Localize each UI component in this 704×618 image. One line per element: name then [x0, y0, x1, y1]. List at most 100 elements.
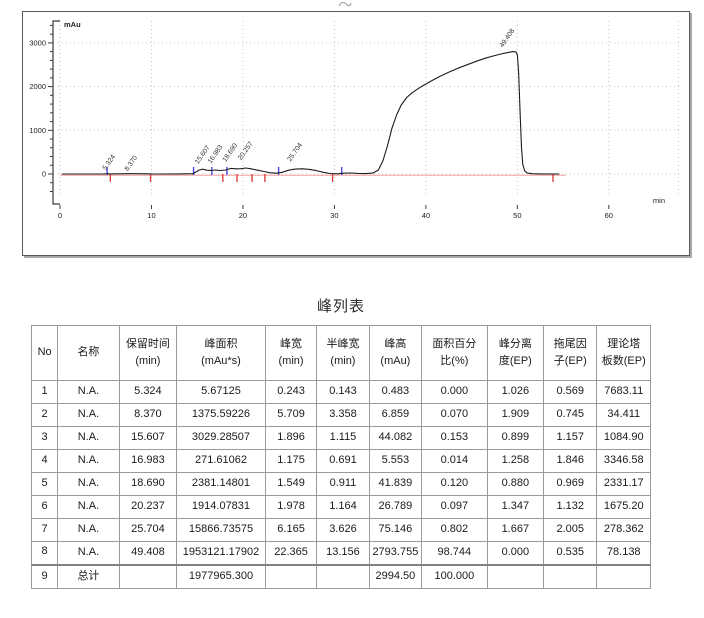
- peak-table-cell: 2331.17: [596, 472, 651, 496]
- peak-table-cell: 0.097: [421, 495, 488, 519]
- peak-table-cell: 3346.58: [596, 449, 651, 473]
- peak-table-cell: 1.347: [486, 495, 545, 519]
- peak-table-cell: 5.553: [368, 449, 423, 473]
- peak-table-row: 3 N.A. 15.607 3029.28507 1.896 1.115 44.082 0.1…: [30, 426, 651, 450]
- peak-table-cell: 0.802: [421, 518, 488, 542]
- peak-table-row: 4 N.A. 16.983 271.61062 1.175 0.691 5.553 0.014…: [30, 449, 651, 473]
- peak-table-cell: 1.549: [264, 472, 318, 496]
- peak-table-cell: N.A.: [57, 541, 120, 566]
- peak-table-cell: 1914.07831: [176, 495, 266, 519]
- peak-table-cell: 9: [30, 564, 59, 589]
- y-tick-label: 2000: [29, 82, 46, 91]
- peak-rt-label: 49.408: [499, 28, 517, 49]
- peak-table-cell: 271.61062: [176, 449, 266, 473]
- peak-table-cell: 1: [30, 380, 59, 404]
- x-axis-unit-label: min: [653, 196, 665, 205]
- peak-table-cell: 1.909: [486, 403, 545, 427]
- chromatogram-plot: 0 1000 2000 3000 0 10 20 30 40 50 60 mAu min 5.324 8.3…: [29, 20, 679, 220]
- peak-table-cell: 8: [30, 541, 59, 566]
- cropped-text-artifact: [338, 1, 352, 7]
- peak-table-cell: 18.690: [118, 472, 178, 496]
- peak-table-header-cell: 名称: [57, 325, 120, 381]
- peak-table-cell: 1.846: [543, 449, 598, 473]
- chromatogram-panel: 0 1000 2000 3000 0 10 20 30 40 50 60 mAu min 5.324 8.3…: [22, 11, 690, 256]
- peak-rt-label: 5.324: [102, 154, 118, 172]
- peak-table-cell: 22.365: [264, 541, 318, 566]
- peak-table-cell: 26.789: [368, 495, 423, 519]
- peak-table-cell: 0.691: [316, 449, 370, 473]
- peak-table-header-cell: 峰宽 (min): [264, 325, 318, 381]
- peak-table-cell: 0.143: [316, 380, 370, 404]
- peak-rt-label: 20.257: [237, 140, 255, 161]
- peak-table-row: 1 N.A. 5.324 5.67125 0.243 0.143 0.483 0.000 1.0…: [30, 380, 651, 404]
- peak-table-header-cell: 半峰宽 (min): [316, 325, 370, 381]
- peak-table-cell: [118, 564, 178, 589]
- y-axis-line: [52, 20, 60, 205]
- peak-table-cell: 4: [30, 449, 59, 473]
- peak-table-row: 8 N.A. 49.408 1953121.17902 22.365 13.156 2793…: [30, 541, 651, 566]
- peak-table: No 名称 保留时间 (min) 峰面积 (mAu*s) 峰宽 (min) 半峰宽 (mi…: [30, 325, 651, 589]
- peak-table-cell: 1.115: [316, 426, 370, 450]
- x-tick-label: 40: [422, 211, 430, 220]
- peak-table-cell: 6: [30, 495, 59, 519]
- peak-table-cell: 100.000: [421, 564, 488, 589]
- peak-table-cell: 3.626: [316, 518, 370, 542]
- peak-table-cell: 1.896: [264, 426, 318, 450]
- peak-table-header-cell: 理论塔 板数(EP): [596, 325, 651, 381]
- peak-table-cell: 0.120: [421, 472, 488, 496]
- peak-table-row: 5 N.A. 18.690 2381.14801 1.549 0.911 41.839 0.1…: [30, 472, 651, 496]
- peak-table-header-cell: 峰高 (mAu): [368, 325, 423, 381]
- peak-table-row: 9 总计 1977965.300 2994.50 100.000: [30, 564, 651, 589]
- peak-table-cell: N.A.: [57, 495, 120, 519]
- y-tick-label: 3000: [29, 38, 46, 47]
- x-tick-label: 30: [330, 211, 338, 220]
- peak-table-cell: 1.175: [264, 449, 318, 473]
- peak-table-cell: N.A.: [57, 426, 120, 450]
- peak-table-cell: 1.132: [543, 495, 598, 519]
- peak-table-header-cell: No: [30, 325, 59, 381]
- signal-trace: [61, 51, 560, 175]
- peak-table-cell: 0.070: [421, 403, 488, 427]
- peak-table-cell: 15.607: [118, 426, 178, 450]
- peak-table-header-cell: 峰分离 度(EP): [486, 325, 545, 381]
- peak-table-cell: 15866.73575: [176, 518, 266, 542]
- peak-table-cell: 7: [30, 518, 59, 542]
- x-tick-label: 60: [605, 211, 613, 220]
- peak-table-row: 7 N.A. 25.704 15866.73575 6.165 3.626 75.146 0.…: [30, 518, 651, 542]
- peak-table-cell: 0.483: [368, 380, 423, 404]
- peak-table-cell: [543, 564, 598, 589]
- peak-table-cell: 2: [30, 403, 59, 427]
- peak-table-cell: 98.744: [421, 541, 488, 566]
- peak-table-cell: 总计: [57, 564, 120, 589]
- peak-table-cell: 7683.11: [596, 380, 651, 404]
- peak-table-cell: [596, 564, 651, 589]
- peak-table-cell: 6.165: [264, 518, 318, 542]
- peak-table-header-cell: 保留时间 (min): [118, 325, 178, 381]
- peak-table-cell: 34.411: [596, 403, 651, 427]
- peak-table-cell: 5.709: [264, 403, 318, 427]
- peak-table-row: 6 N.A. 20.237 1914.07831 1.978 1.164 26.789 0.0…: [30, 495, 651, 519]
- peak-table-cell: N.A.: [57, 518, 120, 542]
- peak-table-cell: 1953121.17902: [176, 541, 266, 566]
- peak-table-cell: N.A.: [57, 449, 120, 473]
- peak-table-cell: 16.983: [118, 449, 178, 473]
- x-tick-label: 0: [58, 211, 62, 220]
- peak-table-cell: 5.324: [118, 380, 178, 404]
- y-tick-label: 0: [42, 170, 46, 179]
- y-tick-label: 1000: [29, 126, 46, 135]
- peak-table-cell: [264, 564, 318, 589]
- peak-table-cell: 1.978: [264, 495, 318, 519]
- peak-table-cell: 3.358: [316, 403, 370, 427]
- peak-table-header-row: No 名称 保留时间 (min) 峰面积 (mAu*s) 峰宽 (min) 半峰宽 (mi…: [30, 325, 651, 381]
- peak-table-cell: 0.969: [543, 472, 598, 496]
- peak-rt-label: 25.704: [286, 142, 304, 163]
- peak-table-cell: 41.839: [368, 472, 423, 496]
- peak-table-cell: 0.535: [543, 541, 598, 566]
- peak-table-cell: 0.745: [543, 403, 598, 427]
- peak-table-header-cell: 峰面积 (mAu*s): [176, 325, 266, 381]
- peak-table-row: 2 N.A. 8.370 1375.59226 5.709 3.358 6.859 0.070…: [30, 403, 651, 427]
- peak-table-cell: 44.082: [368, 426, 423, 450]
- peak-table-cell: 3029.28507: [176, 426, 266, 450]
- peak-table-cell: 1.026: [486, 380, 545, 404]
- peak-table-cell: 0.899: [486, 426, 545, 450]
